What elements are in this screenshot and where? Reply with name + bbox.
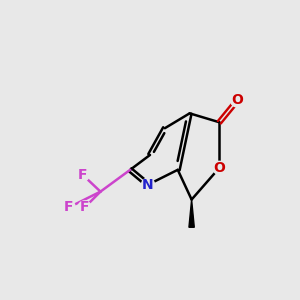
Circle shape: [78, 201, 91, 214]
Circle shape: [76, 168, 89, 181]
Circle shape: [213, 161, 226, 174]
Text: F: F: [80, 200, 89, 214]
Circle shape: [142, 178, 154, 191]
Text: O: O: [213, 161, 225, 175]
Circle shape: [62, 201, 75, 214]
Polygon shape: [189, 200, 194, 227]
Text: F: F: [78, 168, 87, 182]
Text: F: F: [64, 200, 74, 214]
Text: N: N: [142, 178, 154, 192]
Text: O: O: [231, 94, 243, 107]
Circle shape: [231, 94, 244, 107]
